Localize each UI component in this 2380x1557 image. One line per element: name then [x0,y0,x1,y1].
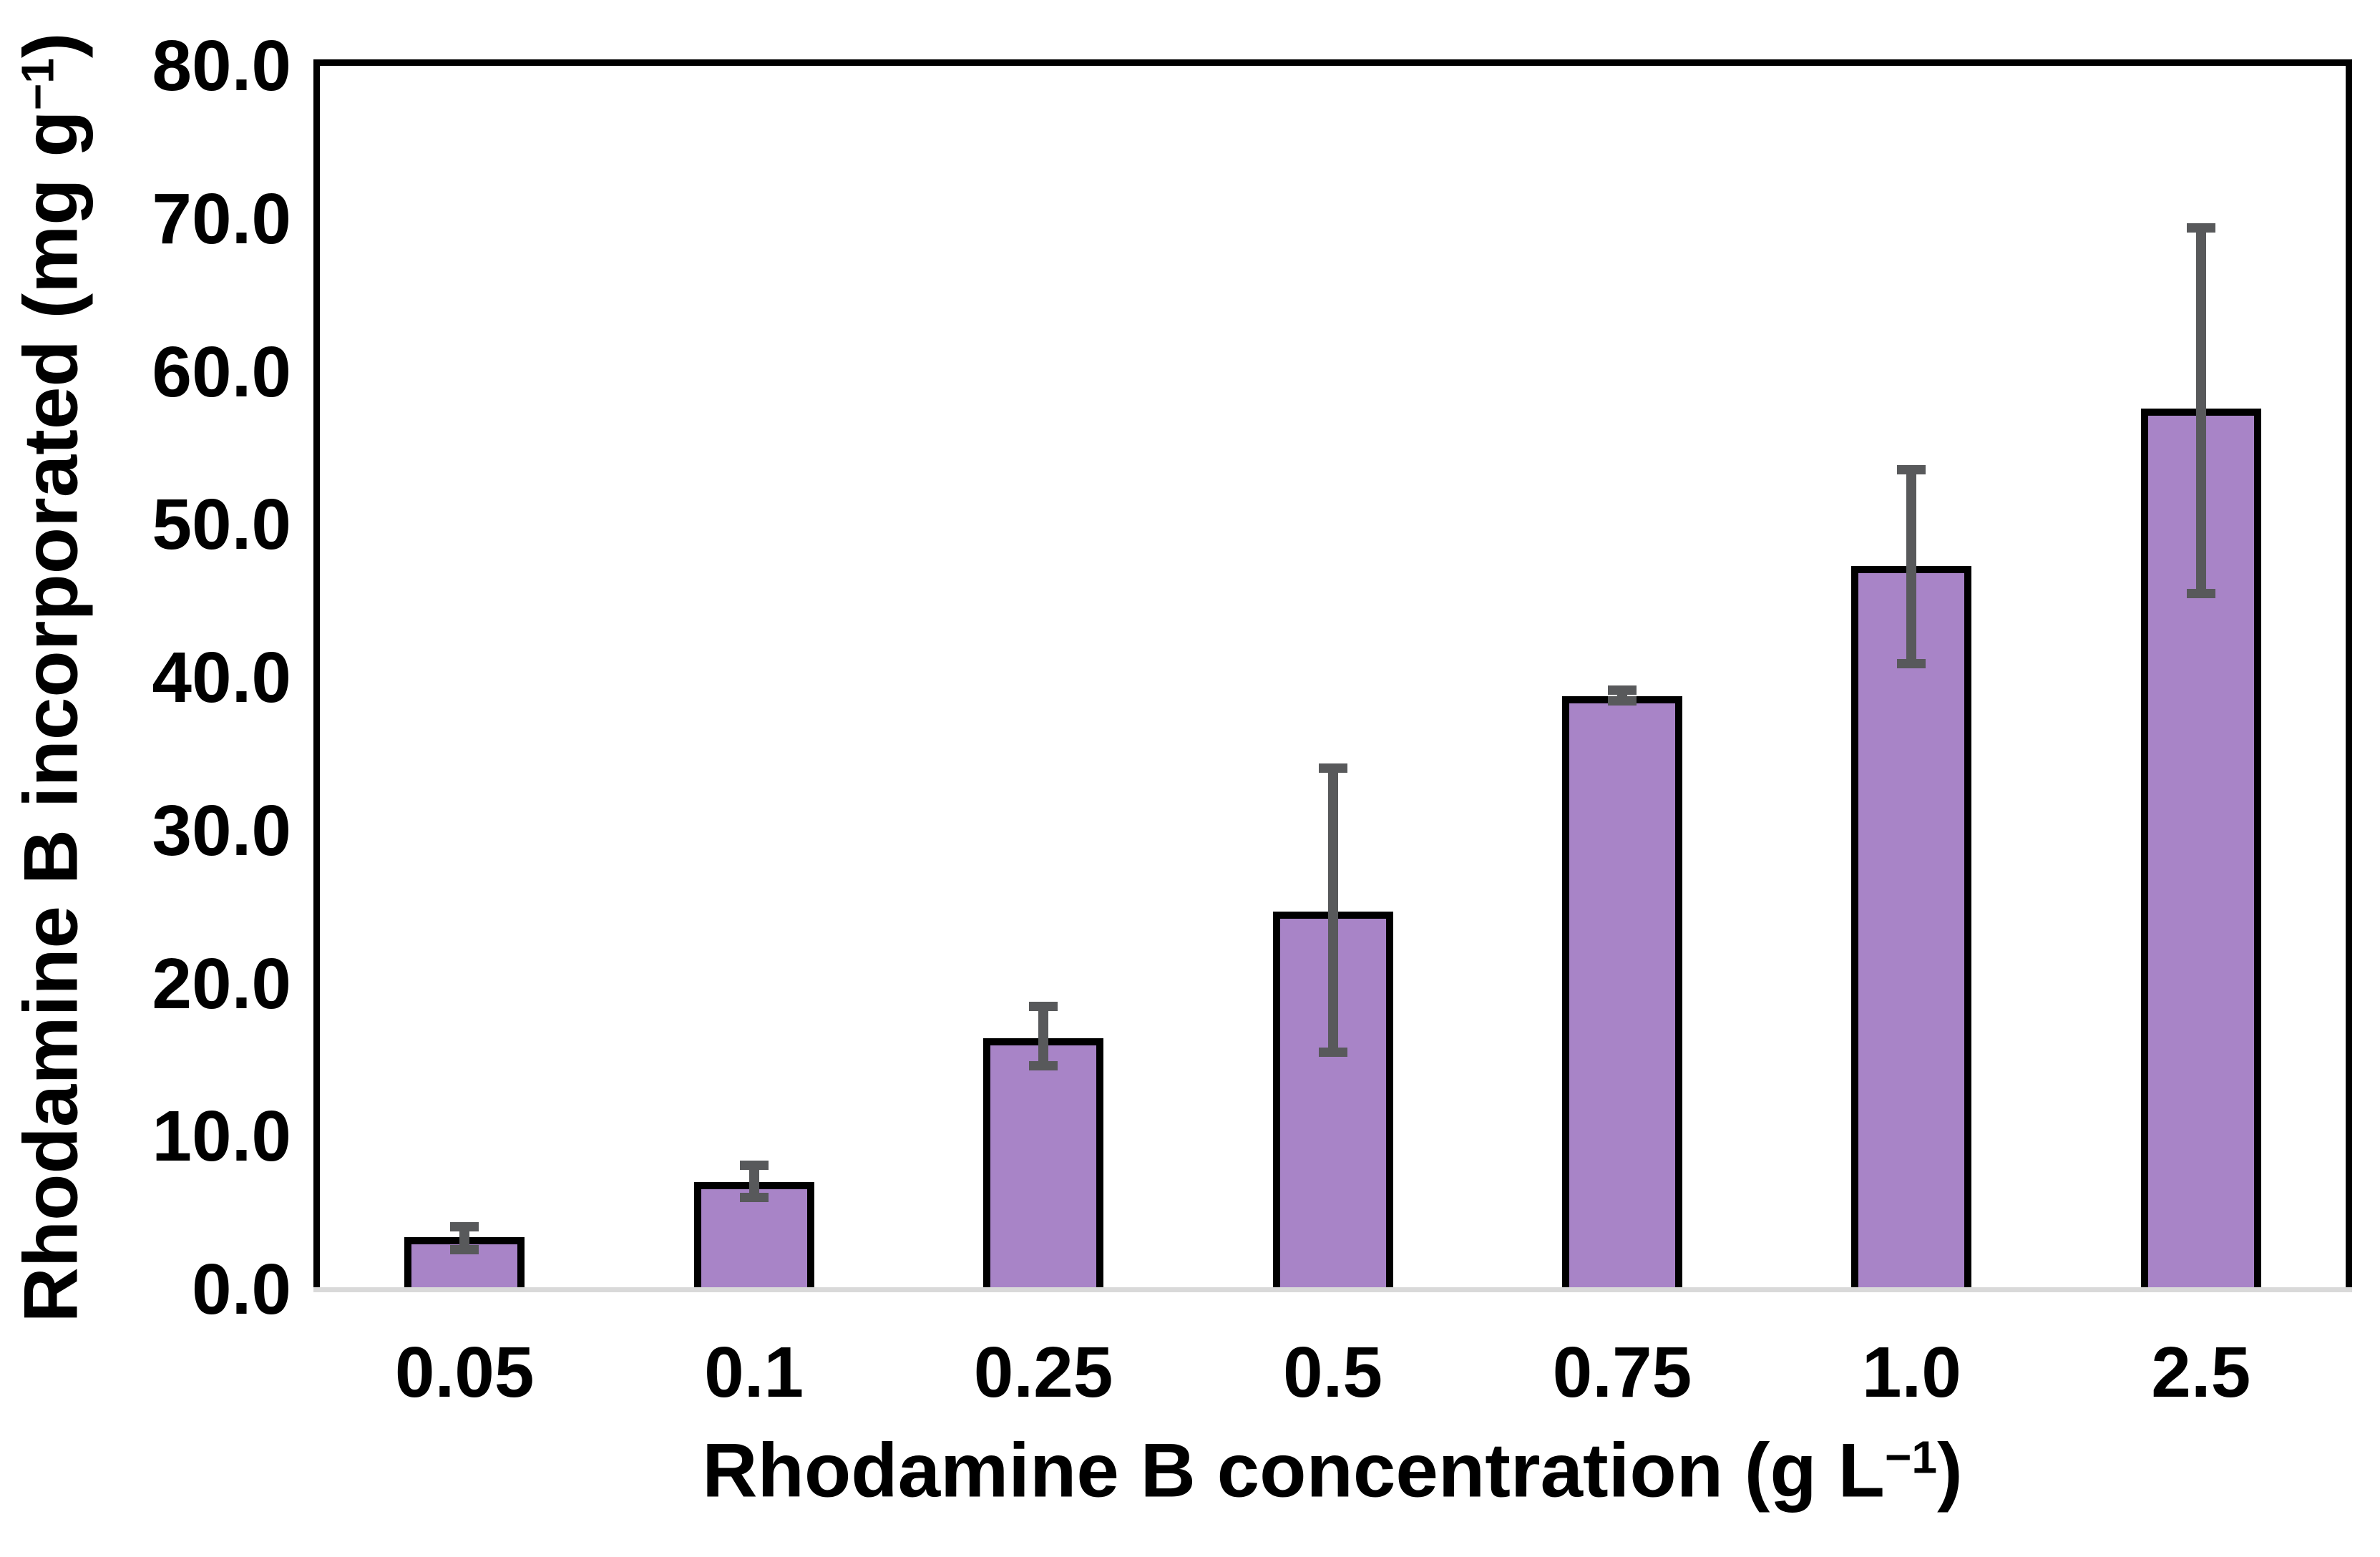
bar [983,1038,1104,1289]
y-tick-label: 0.0 [191,1249,291,1329]
y-tick-label: 60.0 [152,331,291,412]
error-bar-cap-top [450,1221,479,1231]
y-tick-label: 10.0 [152,1096,291,1177]
x-axis-title-superscript: −1 [1884,1431,1938,1483]
x-axis-title-text: Rhodamine B concentration (g L [702,1427,1885,1513]
error-bar-cap-top [739,1161,769,1171]
y-tick-label: 40.0 [152,638,291,718]
y-tick-label: 30.0 [152,790,291,871]
y-tick-label: 20.0 [152,943,291,1024]
error-bar-whisker [1327,768,1338,1053]
x-tick-label: 0.25 [973,1332,1113,1412]
y-tick-label: 70.0 [152,178,291,259]
bar [1851,565,1972,1289]
error-bar-cap-top [2186,223,2215,233]
x-tick-label: 0.1 [704,1332,804,1412]
error-bar-cap-bottom [739,1193,769,1203]
x-axis-title-close: ) [1937,1427,1963,1513]
error-bar-cap-bottom [2186,588,2215,598]
error-bar-cap-bottom [1029,1061,1058,1071]
error-bar-cap-bottom [1318,1048,1347,1058]
error-bar-cap-bottom [1897,659,1926,669]
plot-frame [313,59,2352,1289]
y-tick-label: 80.0 [152,26,291,106]
error-bar-cap-top [1897,464,1926,474]
x-tick-label: 1.0 [1861,1332,1961,1412]
error-bar-whisker [748,1165,759,1198]
error-bar-cap-top [1607,685,1637,695]
error-bar-whisker [2195,228,2206,594]
x-tick-label: 2.5 [2151,1332,2251,1412]
error-bar-whisker [459,1226,470,1250]
x-tick-label: 0.75 [1552,1332,1692,1412]
x-tick-label: 0.05 [394,1332,535,1412]
x-axis-title: Rhodamine B concentration (g L−1) [702,1431,1962,1521]
error-bar-cap-top [1029,1002,1058,1012]
x-tick-label: 0.5 [1282,1332,1382,1412]
bar [1272,912,1393,1289]
error-bar-cap-bottom [450,1244,479,1254]
error-bar-cap-top [1318,763,1347,773]
error-bar-whisker [1038,1006,1049,1066]
x-axis-line [313,1287,2352,1292]
error-bar-whisker [1906,469,1917,664]
error-bar-cap-bottom [1607,695,1637,706]
y-tick-label: 50.0 [152,484,291,565]
